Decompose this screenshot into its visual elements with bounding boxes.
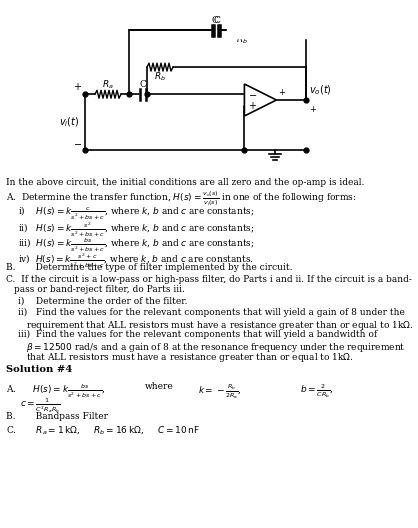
Text: $+$: $+$ [278, 87, 286, 97]
Text: $c = \frac{1}{C^2R_aR_b}$: $c = \frac{1}{C^2R_aR_b}$ [20, 397, 61, 415]
Text: B.       Determine the type of filter implemented by the circuit.: B. Determine the type of filter implemen… [6, 263, 293, 272]
Text: $-$: $-$ [248, 89, 257, 99]
Text: B.       Bandpass Filter: B. Bandpass Filter [6, 412, 108, 421]
Text: A.      $H(s) = k\frac{bs}{s^2+bs+c}$,: A. $H(s) = k\frac{bs}{s^2+bs+c}$, [6, 382, 105, 400]
Text: $v_i(t)$: $v_i(t)$ [59, 115, 80, 129]
Text: $R_a$: $R_a$ [102, 79, 114, 91]
Text: $\beta = 12500$ rad/s and a gain of 8 at the resonance frequency under the requi: $\beta = 12500$ rad/s and a gain of 8 at… [26, 341, 405, 354]
Text: C: C [212, 16, 219, 25]
Text: $+$: $+$ [73, 81, 82, 92]
Text: $R_b$: $R_b$ [236, 34, 248, 46]
Text: $b = \frac{2}{CR_b}$,: $b = \frac{2}{CR_b}$, [300, 382, 334, 400]
Text: C: C [214, 16, 220, 25]
Text: C.       $R_a = 1\,\mathrm{k}\Omega$,     $R_b = 16\,\mathrm{k}\Omega$,     $C =: C. $R_a = 1\,\mathrm{k}\Omega$, $R_b = 1… [6, 423, 200, 436]
Text: pass or band-reject filter, do Parts iii.: pass or band-reject filter, do Parts iii… [14, 285, 185, 294]
Text: $-$: $-$ [73, 138, 82, 148]
Text: iv)  $H(s) = k\frac{s^2+c}{s^2+bs+c}$, where $k$, $b$ and $c$ are constants.: iv) $H(s) = k\frac{s^2+c}{s^2+bs+c}$, wh… [18, 251, 254, 270]
Text: $R_b$: $R_b$ [154, 71, 166, 83]
Text: $k = -\frac{R_b}{2R_a}$,: $k = -\frac{R_b}{2R_a}$, [198, 382, 242, 401]
Text: $v_o(t)$: $v_o(t)$ [309, 83, 332, 97]
Text: ii)   $H(s) = k\frac{s^2}{s^2+bs+c}$, where $k$, $b$ and $c$ are constants;: ii) $H(s) = k\frac{s^2}{s^2+bs+c}$, wher… [18, 221, 255, 239]
Text: $+$: $+$ [309, 104, 317, 114]
Text: iii)  Find the values for the relevant components that will yield a bandwidth of: iii) Find the values for the relevant co… [18, 330, 377, 339]
Text: $+$: $+$ [248, 100, 257, 111]
Text: i)    $H(s) = k\frac{c}{s^2+bs+c}$, where $k$, $b$ and $c$ are constants;: i) $H(s) = k\frac{c}{s^2+bs+c}$, where $… [18, 205, 255, 222]
Text: A.  Determine the transfer function, $H(s) = \frac{v_o(s)}{v_i(s)}$ in one of th: A. Determine the transfer function, $H(s… [6, 190, 357, 208]
Text: In the above circuit, the initial conditions are all zero and the op-amp is idea: In the above circuit, the initial condit… [6, 178, 364, 187]
Text: requirement that ALL resistors must have a resistance greater than or equal to 1: requirement that ALL resistors must have… [26, 318, 414, 332]
Text: C: C [140, 80, 146, 89]
Text: ii)   Find the values for the relevant components that will yield a gain of 8 un: ii) Find the values for the relevant com… [18, 308, 405, 317]
Text: Solution #4: Solution #4 [6, 365, 72, 374]
Text: where: where [145, 382, 174, 391]
Text: that ALL resistors must have a resistance greater than or equal to 1k$\Omega$.: that ALL resistors must have a resistanc… [26, 351, 354, 364]
Text: i)    Determine the order of the filter.: i) Determine the order of the filter. [18, 297, 188, 306]
Text: iii)  $H(s) = k\frac{bs}{s^2+bs+c}$, where $k$, $b$ and $c$ are constants;: iii) $H(s) = k\frac{bs}{s^2+bs+c}$, wher… [18, 236, 255, 253]
Text: C.  If the circuit is a low-pass or high-pass filter, do Parts i and ii. If the : C. If the circuit is a low-pass or high-… [6, 275, 412, 284]
